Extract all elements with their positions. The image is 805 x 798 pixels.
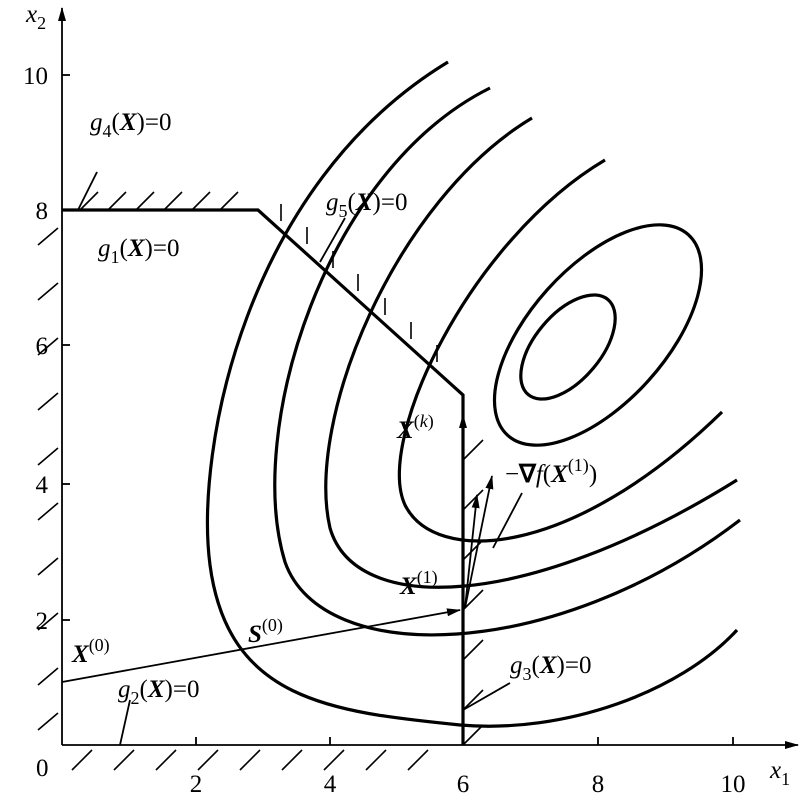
label-part: X (127, 235, 146, 262)
label-part: X (71, 641, 90, 668)
label-part: g (98, 235, 111, 262)
label-part: 2 (37, 13, 46, 33)
label-part: (0) (262, 615, 283, 636)
gradient-label: −∇f(X(1)) (505, 455, 597, 488)
label-part: )=0 (557, 652, 592, 679)
label-part: ( (543, 461, 551, 488)
label-part: ( (120, 235, 128, 262)
label-part: ∇ (518, 461, 537, 488)
label-part: − (505, 461, 519, 488)
constraint-boundary (62, 208, 465, 745)
label-part: X (396, 417, 415, 444)
axis-ticks (62, 74, 734, 745)
label-part: 5 (339, 201, 348, 221)
label-part: 1 (111, 247, 120, 267)
label-part: )=0 (137, 109, 172, 136)
label-part: 3 (523, 664, 532, 684)
label-part: x (25, 1, 37, 28)
y-tick-label: 4 (36, 472, 49, 499)
constraint-label: g3(X)=0 (510, 652, 591, 684)
label-part: X (399, 573, 418, 600)
x-tick-label: 8 (592, 771, 605, 798)
label-part: ( (414, 411, 420, 432)
label-part: ( (112, 109, 120, 136)
label-part: g (118, 676, 131, 703)
label-part: (0) (89, 635, 110, 656)
label-part: )=0 (373, 189, 408, 216)
contours (205, 60, 741, 728)
search-arrows (61, 414, 494, 745)
constraint-label: g2(X)=0 (118, 676, 199, 708)
label-part: ( (348, 189, 356, 216)
label-part: (1) (417, 567, 438, 588)
point-label: X(0) (71, 635, 110, 668)
label-part: ) (589, 461, 597, 488)
label-part: g (326, 189, 339, 216)
label-part: )=0 (145, 235, 180, 262)
leader-lines (77, 171, 523, 746)
label-part: X (550, 461, 569, 488)
label-part: X (539, 652, 558, 679)
y-tick-label: 2 (36, 608, 49, 635)
label-part: X (119, 109, 138, 136)
direction-label: S(0) (248, 615, 283, 648)
label-part: k (420, 411, 429, 431)
label-part: ( (532, 652, 540, 679)
label-part: g (90, 109, 103, 136)
label-part: X (355, 189, 374, 216)
point-label: X(1) (399, 567, 438, 600)
x-tick-label: 6 (457, 771, 470, 798)
label-part: ( (140, 676, 148, 703)
point-label: X(k) (396, 411, 434, 444)
label-part: )=0 (165, 676, 200, 703)
label-part: X (147, 676, 166, 703)
constraint-label: g1(X)=0 (98, 235, 179, 267)
x-tick-label: 2 (190, 771, 203, 798)
label-part: S (248, 621, 262, 648)
label-part: f (536, 461, 546, 488)
label-part: g (510, 652, 523, 679)
hatching (37, 191, 484, 771)
label-part: 1 (781, 769, 790, 789)
y-tick-label: 8 (36, 198, 49, 225)
origin-label: 0 (36, 755, 49, 782)
constraint-label: g4(X)=0 (90, 109, 171, 141)
label-part: 4 (103, 121, 112, 141)
label-part: ) (428, 411, 434, 432)
y-tick-label: 10 (23, 63, 48, 90)
x-tick-label: 4 (324, 771, 337, 798)
label-part: x (769, 757, 781, 784)
x-axis-label: x1 (769, 757, 790, 789)
label-part: (1) (568, 455, 589, 476)
y-axis-label: x2 (25, 1, 46, 33)
constraint-label: g5(X)=0 (326, 189, 407, 221)
x-tick-label: 10 (721, 771, 746, 798)
y-tick-label: 6 (36, 333, 49, 360)
label-part: 2 (131, 688, 140, 708)
